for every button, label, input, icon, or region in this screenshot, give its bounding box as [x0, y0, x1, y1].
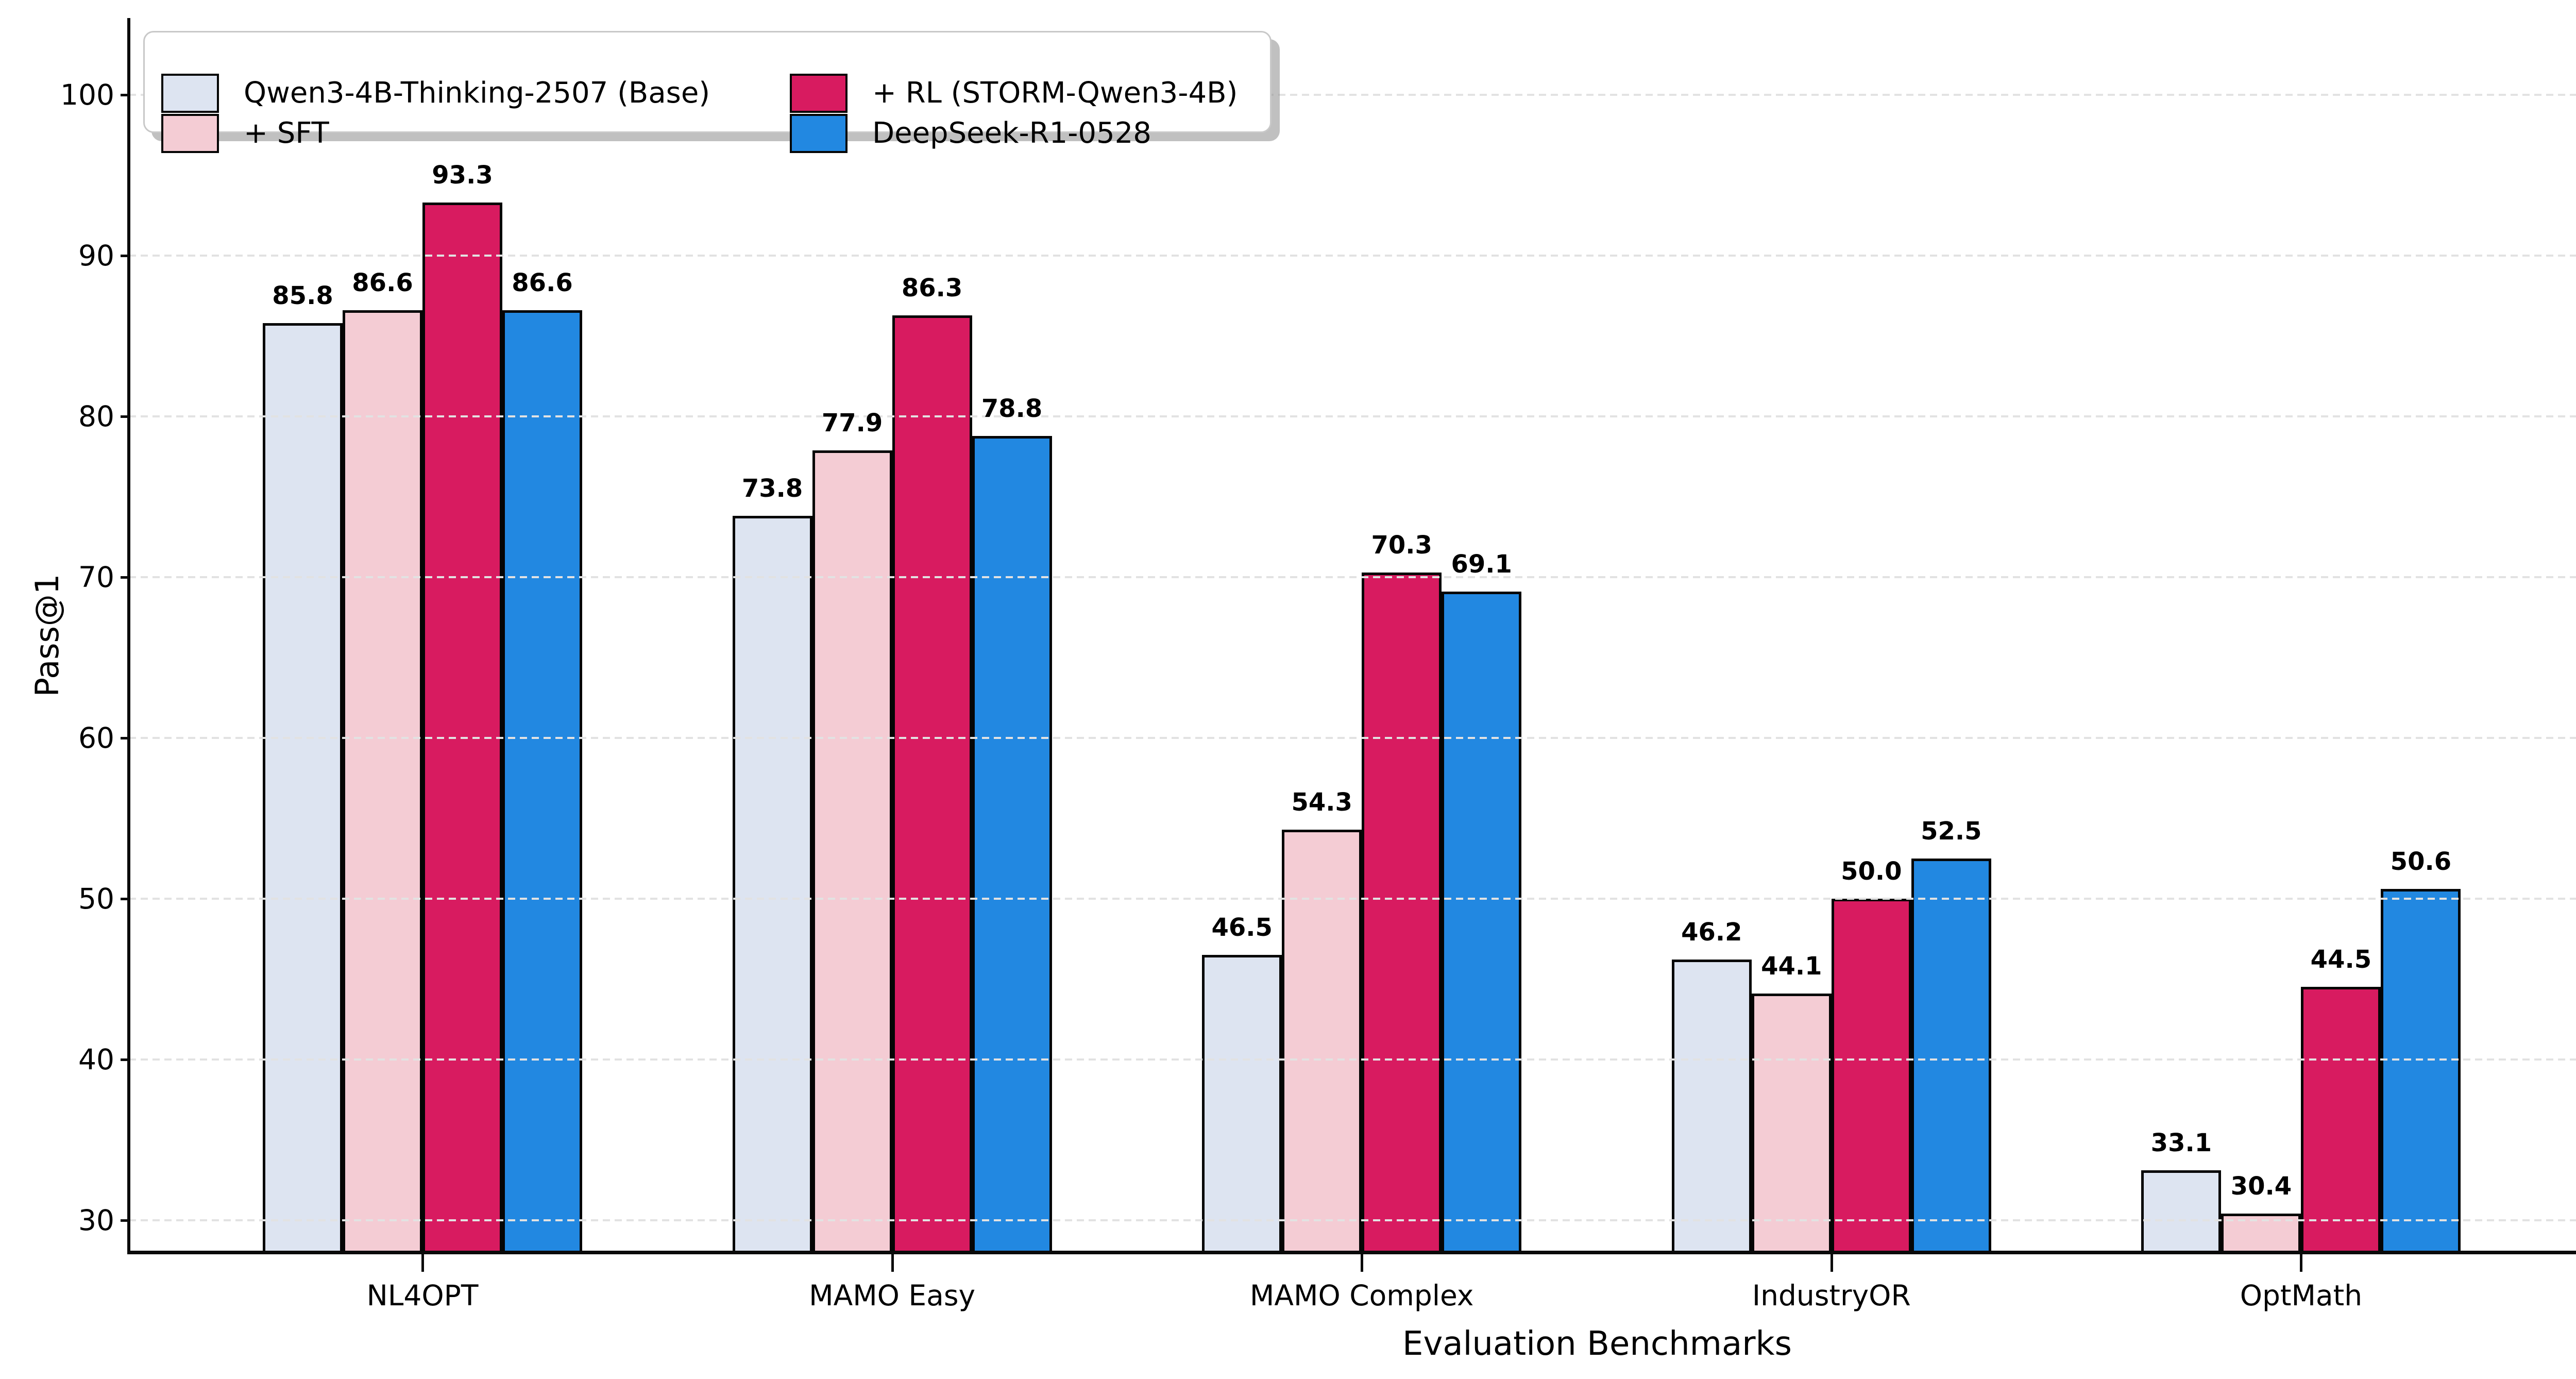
bar-value-label: 73.8: [741, 474, 803, 503]
gridline: [129, 94, 2576, 96]
legend-label: + SFT: [244, 116, 329, 150]
bar-Qwen3-4B-Thinking-2507 (Base)-MAMO Easy: [732, 516, 812, 1254]
bar-Qwen3-4B-Thinking-2507 (Base)-OptMath: [2141, 1170, 2222, 1254]
bar-DeepSeek-R1-0528-MAMO Easy: [972, 435, 1052, 1254]
x-tick-label-MAMO Easy: MAMO Easy: [809, 1279, 976, 1312]
bar-value-label: 54.3: [1291, 787, 1352, 817]
bar-value-label: 46.2: [1681, 918, 1742, 947]
bar-DeepSeek-R1-0528-NL4OPT: [502, 310, 582, 1254]
bar-value-label: 44.5: [2310, 945, 2372, 974]
y-tick-label: 100: [60, 78, 114, 112]
gridline: [129, 415, 2576, 418]
legend-swatch-+ SFT: [161, 114, 219, 153]
gridline: [129, 897, 2576, 900]
x-axis-spine: [127, 1251, 2576, 1254]
bar-+ RL (STORM-Qwen3-4B)-IndustryOR: [1831, 898, 1911, 1254]
legend-label: DeepSeek-R1-0528: [872, 116, 1151, 150]
bar-value-label: 77.9: [821, 408, 883, 438]
bar-value-label: 86.6: [512, 268, 573, 298]
gridline: [129, 576, 2576, 579]
bar-+ RL (STORM-Qwen3-4B)-MAMO Easy: [892, 315, 972, 1254]
legend-swatch-DeepSeek-R1-0528: [790, 114, 848, 153]
y-tick-label: 90: [78, 239, 114, 273]
y-tick-mark: [121, 1058, 129, 1061]
bar-value-label: 70.3: [1371, 530, 1432, 560]
bar-value-label: 93.3: [432, 161, 493, 190]
bar-+ RL (STORM-Qwen3-4B)-NL4OPT: [422, 203, 502, 1254]
bar-value-label: 85.8: [272, 281, 333, 311]
gridline: [129, 736, 2576, 739]
y-tick-mark: [121, 94, 129, 97]
bar-value-label: 69.1: [1451, 550, 1512, 579]
y-tick-mark: [121, 1219, 129, 1222]
x-tick-label-OptMath: OptMath: [2240, 1279, 2363, 1312]
x-tick-label-IndustryOR: IndustryOR: [1752, 1279, 1911, 1312]
gridline: [129, 255, 2576, 257]
legend-swatch-Qwen3-4B-Thinking-2507 (Base): [161, 74, 219, 113]
bar-value-label: 44.1: [1761, 951, 1822, 981]
bar-value-label: 78.8: [981, 394, 1043, 423]
y-tick-label: 80: [78, 400, 114, 433]
bar-value-label: 50.6: [2390, 847, 2452, 877]
legend-label: Qwen3-4B-Thinking-2507 (Base): [244, 76, 710, 110]
bar-DeepSeek-R1-0528-MAMO Complex: [1442, 592, 1522, 1254]
y-tick-mark: [121, 576, 129, 579]
bar-value-label: 46.5: [1211, 913, 1273, 942]
x-tick-mark: [2300, 1252, 2303, 1272]
legend-label: + RL (STORM-Qwen3-4B): [872, 76, 1238, 110]
y-tick-label: 60: [78, 721, 114, 754]
y-tick-mark: [121, 897, 129, 900]
y-tick-label: 40: [78, 1042, 114, 1076]
x-tick-mark: [421, 1252, 424, 1272]
bar-Qwen3-4B-Thinking-2507 (Base)-IndustryOR: [1671, 960, 1752, 1254]
x-axis-title: Evaluation Benchmarks: [1402, 1325, 1792, 1363]
bar-value-label: 86.6: [352, 268, 413, 298]
x-tick-mark: [891, 1252, 894, 1272]
bar-+ SFT-IndustryOR: [1751, 993, 1832, 1254]
x-tick-mark: [1830, 1252, 1833, 1272]
y-tick-mark: [121, 736, 129, 739]
bar-value-label: 33.1: [2150, 1128, 2212, 1157]
y-axis-spine: [127, 18, 130, 1254]
bar-+ RL (STORM-Qwen3-4B)-OptMath: [2301, 987, 2381, 1254]
bar-Qwen3-4B-Thinking-2507 (Base)-MAMO Complex: [1202, 954, 1282, 1254]
bar-value-label: 57.1: [2574, 743, 2576, 771]
bar-+ SFT-MAMO Easy: [812, 450, 892, 1254]
bar-value-label: 52.5: [1921, 816, 1982, 846]
bar-DeepSeek-R1-0528-IndustryOR: [1911, 858, 1991, 1254]
x-tick-mark: [1361, 1252, 1364, 1272]
bar-+ RL (STORM-Qwen3-4B)-MAMO Complex: [1362, 572, 1442, 1254]
gridline: [129, 1058, 2576, 1061]
bar-value-label: 50.0: [1841, 856, 1902, 886]
y-tick-label: 30: [78, 1203, 114, 1237]
y-tick-mark: [121, 415, 129, 418]
bar-value-label: 30.4: [2230, 1172, 2292, 1201]
bar-value-label: 86.3: [901, 273, 963, 302]
x-tick-label-NL4OPT: NL4OPT: [366, 1279, 479, 1312]
bar-+ SFT-NL4OPT: [343, 310, 422, 1254]
x-tick-label-Macro AVG: Macro AVG: [2565, 1279, 2576, 1312]
y-tick-mark: [121, 255, 129, 258]
legend: Qwen3-4B-Thinking-2507 (Base) + SFT + RL (…: [143, 31, 1272, 153]
bar-+ SFT-MAMO Complex: [1282, 829, 1362, 1254]
x-tick-label-MAMO Complex: MAMO Complex: [1249, 1279, 1474, 1312]
gridline: [129, 1219, 2576, 1221]
bar-Qwen3-4B-Thinking-2507 (Base)-NL4OPT: [263, 323, 343, 1254]
y-tick-label: 70: [78, 561, 114, 594]
legend-swatch-+ RL (STORM-Qwen3-4B): [790, 74, 848, 113]
bar-DeepSeek-R1-0528-OptMath: [2381, 889, 2461, 1254]
y-tick-label: 50: [78, 882, 114, 915]
